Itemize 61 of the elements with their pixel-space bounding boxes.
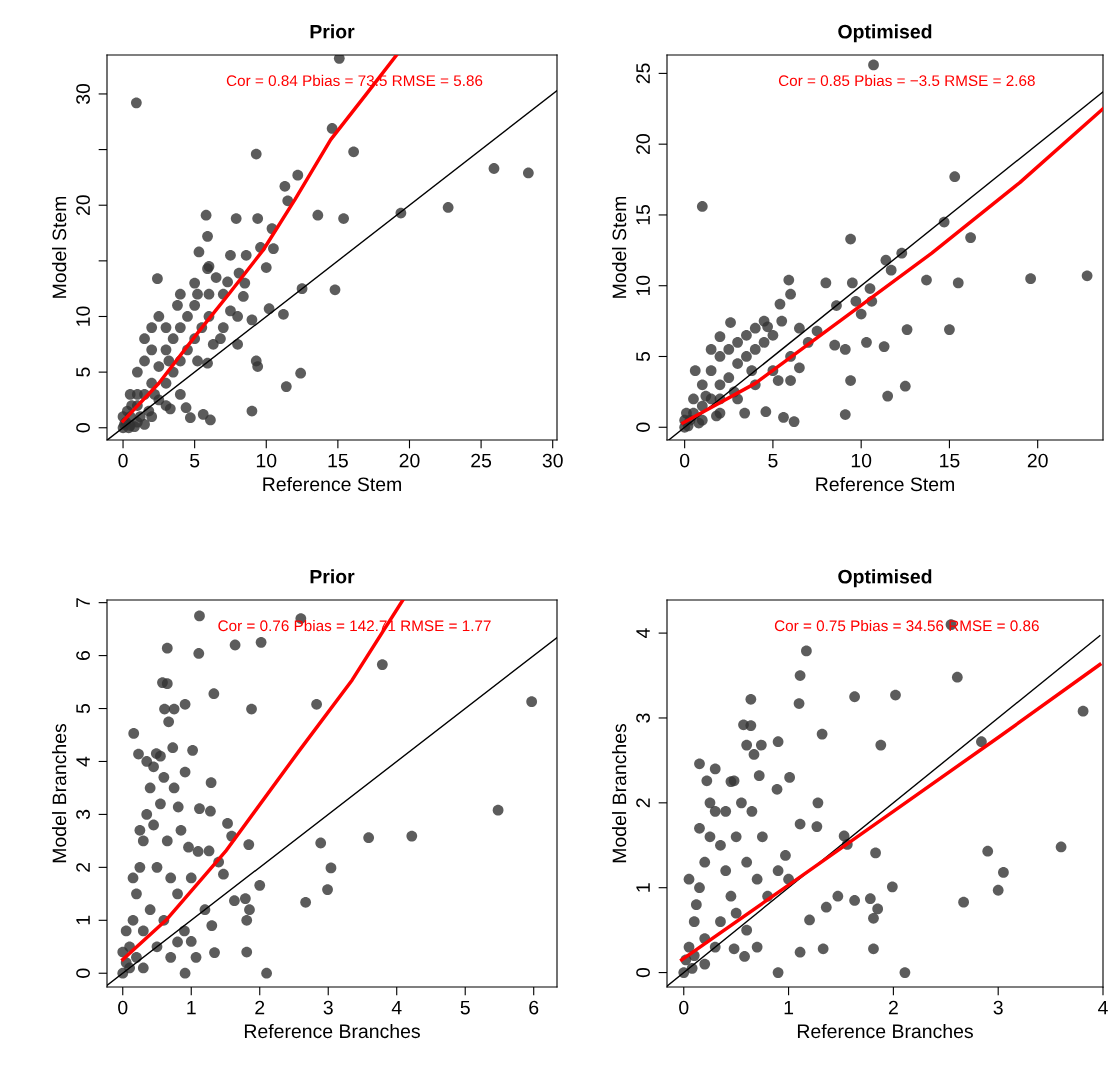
y-tick-label: 1 xyxy=(76,915,90,925)
y-tick-label: 25 xyxy=(636,63,650,84)
y-axis-title: Model Branches xyxy=(612,723,627,863)
x-tick-label: 6 xyxy=(529,1000,539,1015)
x-tick-label: 0 xyxy=(679,1000,689,1015)
x-tick-label: 2 xyxy=(888,1000,898,1015)
x-axis-title: Reference Stem xyxy=(816,476,954,492)
x-tick-label: 5 xyxy=(190,453,200,468)
chart-title: Optimised xyxy=(838,24,932,43)
x-axis-title: Reference Branches xyxy=(797,1023,973,1039)
y-tick-label: 3 xyxy=(636,713,650,723)
y-axis-title: Model Stem xyxy=(52,196,67,298)
chart-title: Optimised xyxy=(838,569,932,588)
x-tick-label: 1 xyxy=(187,1000,196,1015)
x-tick-label: 10 xyxy=(256,453,277,468)
x-tick-label: 3 xyxy=(323,1000,333,1015)
y-tick-label: 4 xyxy=(76,756,90,767)
x-tick-label: 5 xyxy=(768,453,778,468)
x-axis-title: Reference Branches xyxy=(244,1023,420,1039)
y-axis-title: Model Stem xyxy=(612,196,627,298)
x-tick-label: 20 xyxy=(399,453,420,468)
x-tick-label: 15 xyxy=(328,453,348,468)
x-tick-label: 1 xyxy=(784,1000,794,1015)
y-tick-label: 2 xyxy=(636,798,650,808)
y-tick-label: 10 xyxy=(636,275,650,296)
x-tick-label: 10 xyxy=(851,453,872,468)
y-axis-title: Model Branches xyxy=(52,723,67,863)
y-tick-label: 5 xyxy=(636,351,650,362)
y-tick-label: 7 xyxy=(76,598,90,608)
x-tick-label: 4 xyxy=(391,1000,402,1015)
y-tick-label: 10 xyxy=(76,306,90,326)
x-tick-label: 15 xyxy=(940,453,960,468)
y-tick-label: 1 xyxy=(636,883,650,892)
y-tick-label: 5 xyxy=(76,367,90,377)
y-tick-label: 2 xyxy=(76,862,90,872)
x-tick-label: 25 xyxy=(471,453,492,468)
x-tick-label: 0 xyxy=(118,453,128,468)
x-tick-label: 4 xyxy=(1098,1000,1108,1015)
annotation: Cor = 0.85 Pbias = −3.5 RMSE = 2.68 xyxy=(778,74,1035,87)
y-tick-label: 0 xyxy=(636,967,650,978)
x-axis-title: Reference Stem xyxy=(263,476,401,492)
y-tick-label: 0 xyxy=(76,968,90,978)
y-tick-label: 0 xyxy=(636,422,650,432)
x-tick-label: 2 xyxy=(255,1000,265,1015)
chart-title: Prior xyxy=(310,569,355,584)
y-tick-label: 20 xyxy=(76,195,90,216)
y-tick-label: 6 xyxy=(76,651,90,661)
x-tick-label: 0 xyxy=(680,453,690,468)
x-tick-label: 0 xyxy=(118,1000,128,1015)
x-tick-label: 30 xyxy=(542,453,563,468)
y-tick-label: 3 xyxy=(76,809,90,820)
y-tick-label: 4 xyxy=(636,628,650,639)
y-tick-label: 20 xyxy=(636,134,650,155)
y-tick-label: 5 xyxy=(76,703,90,714)
y-tick-label: 15 xyxy=(636,204,650,225)
x-tick-label: 5 xyxy=(460,1000,470,1015)
y-tick-label: 30 xyxy=(76,83,90,105)
y-tick-label: 0 xyxy=(76,423,90,433)
chart-title: Prior xyxy=(310,24,355,39)
x-tick-label: 3 xyxy=(993,1000,1003,1015)
x-tick-label: 20 xyxy=(1027,453,1048,468)
